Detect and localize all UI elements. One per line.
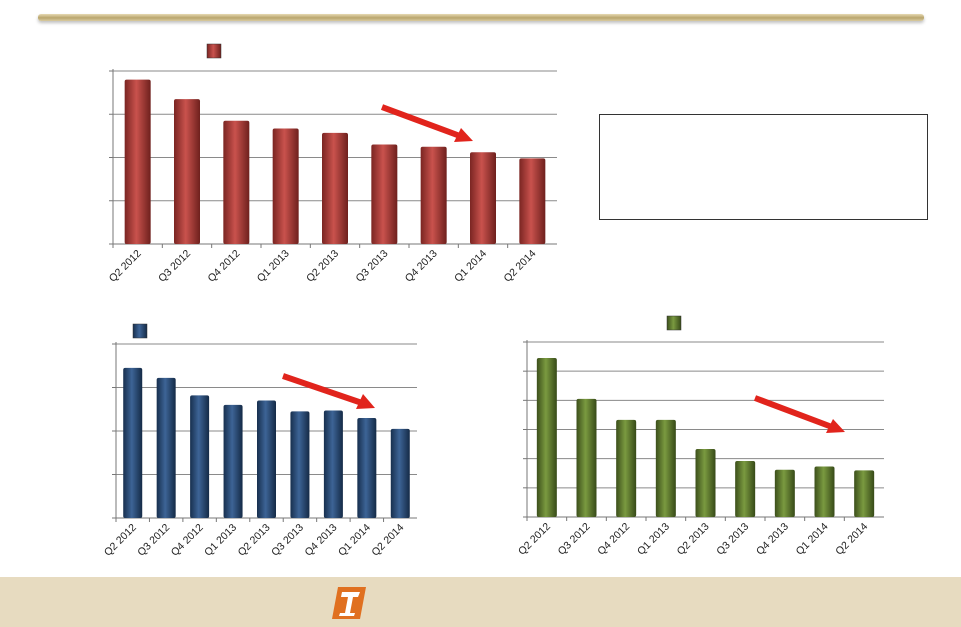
- x-tick-label: Q2 2012: [102, 522, 139, 559]
- bar: [390, 428, 410, 518]
- x-tick-label: Q2 2014: [501, 248, 538, 285]
- x-tick-label: Q2 2014: [369, 522, 406, 559]
- bar: [735, 461, 756, 517]
- bar: [223, 404, 243, 518]
- info-box: [599, 114, 928, 220]
- x-tick-label: Q3 2013: [714, 521, 751, 558]
- bar: [576, 398, 597, 517]
- x-tick-label: Q2 2014: [833, 521, 870, 558]
- bar: [290, 411, 310, 518]
- x-tick-label: Q4 2013: [303, 522, 340, 559]
- legend-marker: [206, 43, 222, 59]
- legend-marker: [666, 315, 682, 331]
- bar: [323, 410, 343, 518]
- bar: [536, 358, 557, 517]
- x-tick-label: Q4 2013: [403, 248, 440, 285]
- bar: [470, 152, 496, 244]
- x-tick-label: Q4 2013: [754, 521, 791, 558]
- x-tick-label: Q1 2014: [452, 248, 489, 285]
- bar: [814, 466, 835, 517]
- x-tick-label: Q3 2013: [353, 248, 390, 285]
- x-tick-label: Q1 2014: [794, 521, 831, 558]
- trend-arrow-top: [380, 104, 473, 142]
- chart-top: Q2 2012 Q3 2012 Q4 2012 Q1 2013 Q2 2013 Q3 20…: [107, 43, 557, 285]
- bar: [322, 132, 348, 244]
- x-tick-label: Q3 2013: [269, 522, 306, 559]
- bar: [156, 377, 176, 518]
- bar: [357, 417, 377, 518]
- bar: [774, 469, 795, 517]
- x-tick-label: Q1 2013: [635, 521, 672, 558]
- x-tick-label: Q3 2012: [556, 521, 593, 558]
- x-tick-label: Q3 2012: [135, 522, 172, 559]
- x-tick-label: Q2 2012: [107, 248, 144, 285]
- trend-arrow-bottom-left: [282, 373, 375, 409]
- legend-marker: [132, 323, 148, 339]
- bar: [190, 395, 210, 518]
- x-tick-label: Q2 2012: [516, 521, 553, 558]
- x-tick-label: Q4 2012: [169, 522, 206, 559]
- footer-band: [0, 577, 961, 627]
- bar: [655, 419, 676, 517]
- trend-arrow-bottom-right: [753, 395, 845, 433]
- x-tick-label: Q4 2012: [205, 248, 242, 285]
- x-tick-label: Q2 2013: [236, 522, 273, 559]
- bar: [616, 419, 637, 517]
- bar: [223, 120, 250, 244]
- company-logo-icon: [332, 587, 366, 619]
- bar: [695, 449, 716, 517]
- x-tick-label: Q4 2012: [595, 521, 632, 558]
- x-tick-label: Q2 2013: [675, 521, 712, 558]
- bar: [420, 146, 447, 244]
- bar: [272, 128, 299, 244]
- x-tick-label: Q1 2013: [255, 248, 292, 285]
- x-tick-label: Q3 2012: [156, 248, 193, 285]
- bar: [124, 79, 151, 245]
- bar: [257, 400, 276, 518]
- bar: [174, 99, 200, 244]
- bar: [854, 470, 875, 517]
- top-divider-rule: [38, 14, 924, 21]
- bar: [123, 367, 143, 518]
- x-tick-label: Q1 2013: [202, 522, 239, 559]
- x-tick-label: Q1 2014: [336, 522, 373, 559]
- x-tick-label: Q2 2013: [304, 248, 341, 285]
- bar: [519, 158, 546, 244]
- bar: [371, 144, 398, 244]
- chart-bottom-right: Q2 2012 Q3 2012 Q4 2012 Q1 2013 Q2 2013 Q3 20…: [516, 315, 884, 558]
